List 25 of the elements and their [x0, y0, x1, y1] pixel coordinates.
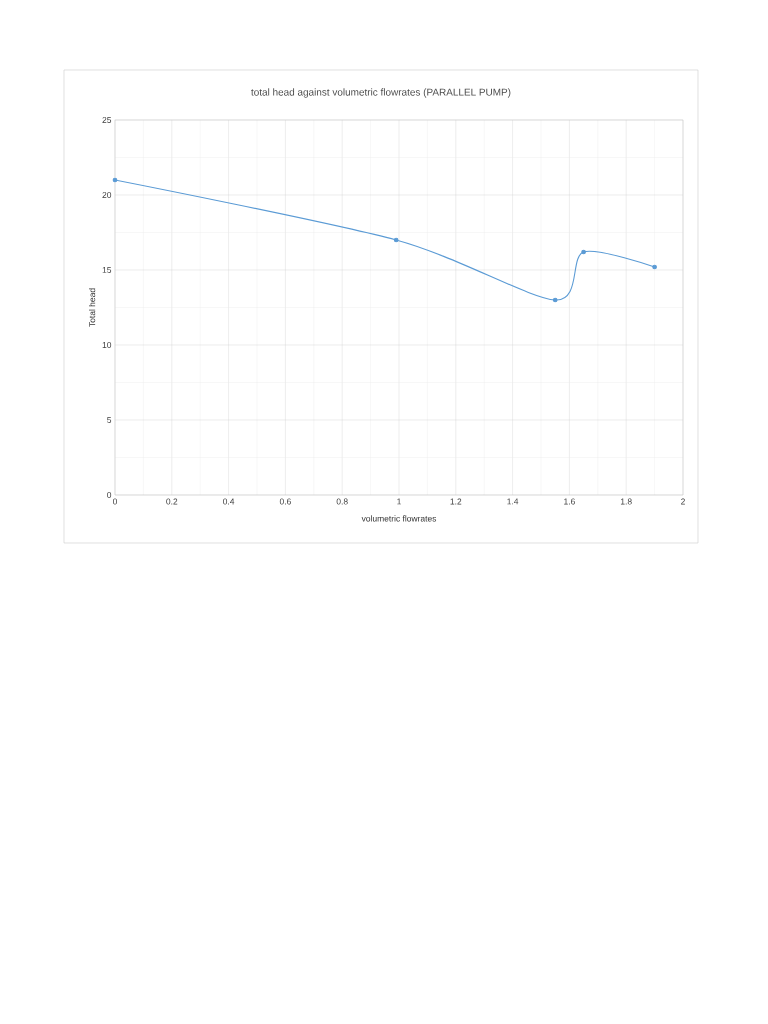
y-tick-label: 0 — [107, 492, 112, 498]
point — [581, 249, 586, 255]
y-tick-label: 10 — [102, 342, 112, 348]
y-tick-label: 15 — [102, 267, 112, 273]
x-tick-label: 1.6 — [564, 498, 575, 505]
chart-title: total head against volumetric flowrates (PARALLEL PUMP) — [251, 88, 511, 98]
x-tick-label: 0.4 — [223, 498, 235, 505]
x-tick-label: 0.8 — [336, 498, 348, 505]
x-tick-label: 2 — [681, 498, 685, 505]
x-tick-label: 0 — [112, 498, 118, 505]
point — [652, 264, 657, 270]
y-axis-title: Total head — [89, 288, 96, 327]
x-tick-label: 1 — [397, 498, 401, 505]
x-tick-label: 0.2 — [166, 498, 178, 505]
x-tick-label: 0.6 — [279, 498, 291, 505]
x-tick-label: 1.4 — [507, 498, 519, 505]
y-tick-label: 25 — [102, 117, 112, 123]
x-axis-title: volumetric flowrates — [361, 515, 437, 522]
y-tick-label: 20 — [102, 192, 112, 198]
point — [112, 177, 118, 183]
point — [393, 237, 399, 243]
y-tick-label: 5 — [107, 417, 112, 423]
x-tick-label: 1.8 — [620, 498, 632, 505]
x-tick-label: 1.2 — [450, 498, 462, 505]
point — [552, 297, 558, 303]
